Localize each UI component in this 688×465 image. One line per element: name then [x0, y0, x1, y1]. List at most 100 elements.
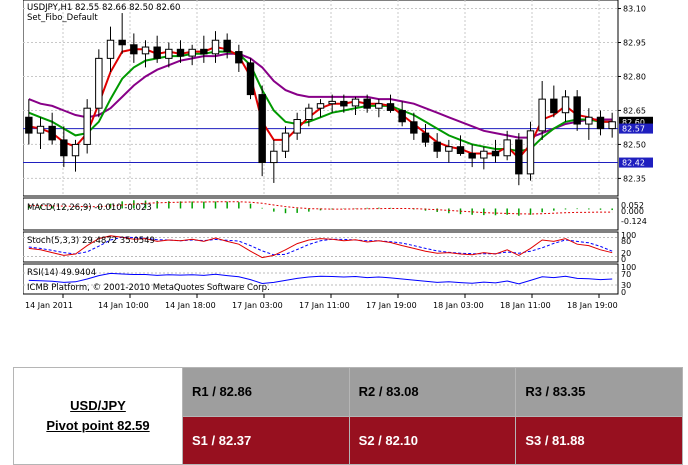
candle-body	[118, 39, 126, 46]
candle-body	[550, 98, 558, 114]
time-tick-label: 14 Jan 18:00	[165, 301, 216, 310]
r1-cell: R1 / 82.86	[182, 367, 350, 417]
price-tick-label: 82.65	[623, 106, 646, 115]
current-price-label: 82.60	[622, 118, 645, 127]
candle-body	[188, 48, 196, 57]
rsi-panel-frame	[23, 263, 619, 295]
candle-body	[293, 119, 301, 134]
candle-body	[176, 48, 185, 57]
stoch-tick-100: 100	[621, 231, 636, 240]
s2-cell: S2 / 82.10	[348, 415, 517, 465]
pair-cell: USD/JPY Pivot point 82.59	[13, 367, 183, 465]
rsi-tick-30: 30	[621, 281, 631, 290]
rsi-tick-0: 0	[621, 288, 626, 297]
ma-slow-line	[28, 52, 613, 139]
time-tick-label: 18 Jan 11:00	[500, 301, 551, 310]
candle-body	[141, 46, 150, 55]
rsi-tick-70: 70	[621, 270, 631, 279]
time-tick-label: 18 Jan 03:00	[433, 301, 484, 310]
pair-name: USD/JPY	[70, 398, 126, 413]
stoch-k-line	[28, 235, 613, 259]
time-tick-label: 18 Jan 19:00	[567, 301, 618, 310]
candle-body	[71, 143, 80, 157]
candle-body	[410, 121, 418, 134]
candle-body	[608, 121, 616, 130]
price-tick-label: 82.50	[623, 140, 646, 149]
template-name: Set_Fibo_Default	[27, 13, 98, 23]
candle-body	[491, 150, 500, 157]
rsi-tick-100: 100	[621, 263, 636, 272]
candle-body	[351, 98, 360, 107]
candle-body	[258, 94, 266, 164]
r3-cell: R3 / 83.35	[515, 367, 683, 417]
stoch-d-line	[28, 236, 613, 256]
candle-body	[165, 48, 173, 59]
pivot-point: Pivot point 82.59	[46, 418, 150, 433]
price-chart: USDJPY,H1 82.55 82.66 82.50 82.60 Set_Fi…	[23, 0, 658, 318]
r2-cell: R2 / 83.08	[348, 367, 517, 417]
candle-body	[211, 39, 220, 55]
symbol-header: USDJPY,H1 82.55 82.66 82.50 82.60	[27, 3, 180, 13]
stoch-label: Stoch(5,3,3) 29.4872 35.0549	[27, 236, 155, 246]
rsi-label: RSI(14) 49.9404	[27, 268, 96, 278]
candle-body	[456, 146, 465, 154]
macd-tick-minus-0124: -0.124	[621, 217, 647, 226]
current-price-box	[619, 116, 653, 127]
candle-body	[445, 146, 453, 152]
time-tick-label: 17 Jan 11:00	[299, 301, 350, 310]
candle-body	[538, 98, 546, 132]
candle-body	[468, 152, 476, 159]
candle-body	[596, 116, 605, 130]
s3-cell: S3 / 81.88	[515, 415, 683, 465]
candle-body	[281, 132, 290, 152]
candle-body	[200, 48, 208, 55]
support-row: S1 / 82.37 S2 / 82.10 S3 / 81.88	[14, 415, 683, 465]
candle-body	[561, 96, 570, 114]
time-tick-label: 14 Jan 10:00	[98, 301, 149, 310]
time-tick-label: 17 Jan 19:00	[366, 301, 417, 310]
support-price-box	[619, 123, 653, 134]
candle-body	[386, 103, 395, 111]
candle-body	[246, 62, 255, 96]
support-price-box	[619, 157, 653, 168]
time-axis: 14 Jan 2011 14 Jan 10:00 14 Jan 18:00 17 Ja…	[25, 294, 618, 310]
time-tick-label: 14 Jan 2011	[25, 301, 73, 310]
candle-body	[526, 130, 535, 175]
candle-body	[60, 139, 68, 157]
candle-body	[375, 103, 383, 109]
candle-body	[328, 100, 336, 105]
macd-label: MACD(12,26,9) -0.010 -0.023	[27, 203, 152, 213]
candle-body	[503, 139, 511, 157]
candle-body	[316, 103, 325, 109]
candle-body	[340, 100, 348, 107]
candle-body	[130, 44, 138, 55]
macd-tick-0052: 0.052	[621, 201, 644, 210]
candle-body	[305, 107, 313, 121]
macd-tick-0000: 0.000	[621, 207, 644, 216]
copyright-text: ICMB Platform, © 2001-2010 MetaQuotes So…	[27, 283, 270, 293]
candle-body	[585, 116, 593, 125]
candle-body	[515, 139, 523, 175]
rsi-panel: RSI(14) 49.9404 ICMB Platform, © 2001-20…	[23, 263, 636, 297]
candle-body	[573, 96, 581, 125]
candle-body	[95, 57, 103, 109]
candle-body	[106, 39, 115, 59]
candle-body	[25, 116, 33, 134]
candle-body	[223, 39, 231, 53]
main-panel: USDJPY,H1 82.55 82.66 82.50 82.60 Set_Fi…	[23, 0, 619, 197]
candle-body	[153, 46, 161, 59]
candle-body	[83, 107, 91, 145]
macd-signal-line	[28, 201, 613, 215]
macd-panel: MACD(12,26,9) -0.010 -0.023 0.052 0.000 …	[23, 197, 647, 231]
stoch-tick-0: 0	[621, 255, 626, 264]
candle-body	[48, 125, 56, 141]
candle-body	[398, 109, 406, 123]
price-axis: 83.10 82.95 82.80 82.65 82.50 82.35 82.6082.57…	[618, 5, 653, 183]
time-tick-label: 17 Jan 03:00	[232, 301, 283, 310]
candle-body	[433, 141, 441, 152]
candle-body	[421, 132, 430, 143]
pivot-table: USD/JPY Pivot point 82.59 R1 / 82.86 R2 …	[13, 367, 683, 465]
stoch-panel: Stoch(5,3,3) 29.4872 35.0549 100 80 20 0	[23, 231, 636, 264]
s1-cell: S1 / 82.37	[182, 415, 350, 465]
candle-body	[480, 150, 488, 159]
